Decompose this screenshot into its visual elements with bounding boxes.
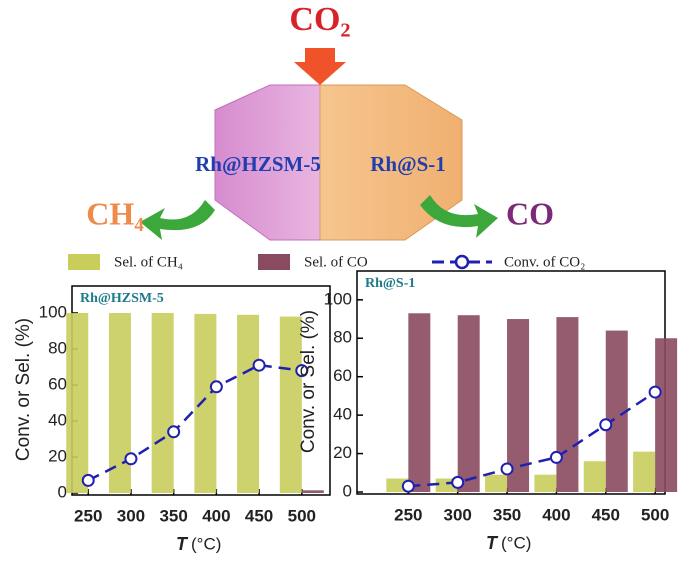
catalyst-label: Rh@HZSM-5 bbox=[195, 152, 321, 176]
x-tick-label: 400 bbox=[202, 506, 230, 525]
y-tick-label: 60 bbox=[333, 366, 352, 385]
bar bbox=[457, 315, 480, 492]
point bbox=[401, 479, 415, 493]
x-axis-unit: (°C) bbox=[501, 533, 531, 552]
bar bbox=[408, 313, 431, 492]
line bbox=[87, 363, 302, 482]
x-tick-label: 400 bbox=[542, 505, 570, 524]
x-axis-unit: (°C) bbox=[191, 534, 221, 553]
x-tick-label: 350 bbox=[159, 506, 187, 525]
legend-label: Sel. of CH₄ bbox=[114, 254, 183, 270]
y-axis-label: Conv. or Sel. (%) bbox=[13, 318, 34, 461]
catalyst-label: Rh@S-1 bbox=[370, 152, 446, 176]
x-tick-label: 300 bbox=[117, 506, 145, 525]
bar bbox=[237, 314, 260, 493]
legend-label: Conv. of CO₂ bbox=[504, 254, 585, 270]
y-tick-label: 20 bbox=[333, 443, 352, 462]
bar bbox=[485, 474, 508, 492]
point bbox=[500, 462, 514, 476]
point bbox=[81, 473, 95, 487]
bar bbox=[301, 490, 324, 493]
legend-marker bbox=[454, 254, 470, 270]
x-tick-label: 300 bbox=[444, 505, 472, 524]
y-axis-label: Conv. or Sel. (%) bbox=[298, 310, 319, 453]
bar bbox=[108, 313, 131, 493]
y-tick-label: 80 bbox=[48, 338, 67, 357]
x-tick-label: 500 bbox=[288, 506, 316, 525]
product: CO bbox=[506, 195, 554, 231]
y-tick-label: 100 bbox=[39, 302, 67, 321]
point bbox=[209, 380, 223, 394]
y-tick-label: 100 bbox=[324, 289, 352, 308]
x-tick-label: 250 bbox=[74, 506, 102, 525]
bar bbox=[583, 461, 606, 492]
bar bbox=[194, 313, 217, 493]
y-tick-label: 40 bbox=[48, 410, 67, 429]
y-tick-label: 40 bbox=[333, 405, 352, 424]
point bbox=[295, 364, 309, 378]
point bbox=[648, 385, 662, 399]
point bbox=[167, 425, 181, 439]
x-axis-var: T bbox=[176, 534, 189, 554]
point bbox=[599, 418, 613, 432]
y-tick-label: 0 bbox=[343, 481, 352, 500]
point bbox=[124, 452, 138, 466]
y-tick-label: 60 bbox=[48, 374, 67, 393]
panel-label: Rh@HZSM-5 bbox=[80, 291, 164, 306]
bar bbox=[151, 313, 174, 493]
bar bbox=[507, 319, 530, 492]
bar bbox=[633, 451, 656, 492]
line bbox=[408, 391, 656, 488]
x-tick-label: 450 bbox=[245, 506, 273, 525]
legend-swatch bbox=[68, 254, 100, 270]
bar bbox=[655, 338, 678, 492]
y-tick-label: 20 bbox=[48, 446, 67, 465]
point bbox=[549, 450, 563, 464]
reactant: CO₂ bbox=[289, 1, 350, 38]
point bbox=[252, 358, 266, 372]
schematic: CO₂ Rh@HZSM-5 Rh@S-1 CH₄ CO bbox=[86, 1, 554, 241]
legend-swatch bbox=[258, 254, 290, 270]
point bbox=[451, 475, 465, 489]
y-tick-label: 80 bbox=[333, 328, 352, 347]
y-tick-label: 0 bbox=[58, 482, 67, 501]
bar bbox=[279, 316, 302, 493]
bar bbox=[534, 474, 557, 492]
x-tick-label: 250 bbox=[394, 505, 422, 524]
x-axis-var: T bbox=[486, 533, 499, 553]
legend-label: Sel. of CO bbox=[304, 254, 368, 270]
x-tick-label: 500 bbox=[641, 505, 669, 524]
bar bbox=[605, 330, 628, 492]
panel-label: Rh@S-1 bbox=[365, 276, 415, 291]
product: CH₄ bbox=[86, 195, 144, 231]
bar bbox=[556, 317, 579, 492]
x-tick-label: 450 bbox=[592, 505, 620, 524]
bar bbox=[66, 313, 89, 493]
x-tick-label: 350 bbox=[493, 505, 521, 524]
